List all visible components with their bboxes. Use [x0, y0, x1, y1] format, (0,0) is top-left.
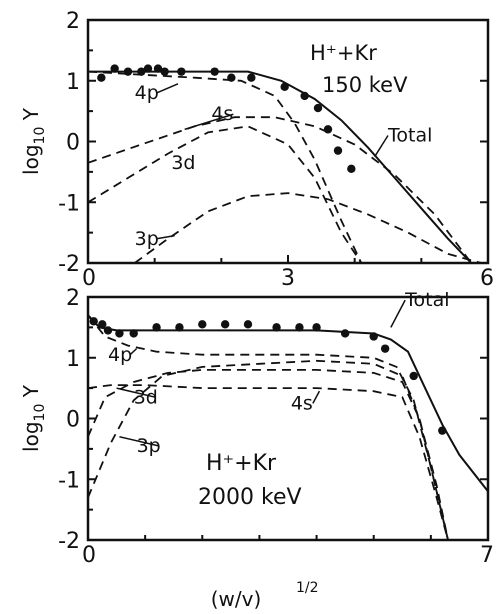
- y-tick-label: 1: [66, 347, 80, 372]
- curve-label-4p: 4p: [135, 82, 159, 104]
- y-tick-label: -2: [58, 529, 80, 554]
- y-tick-label: -2: [58, 252, 80, 277]
- data-point: [323, 125, 333, 134]
- data-point: [272, 323, 281, 332]
- y-axis-label-y: Y: [19, 384, 43, 403]
- curve-label-4s: 4s: [291, 392, 313, 414]
- data-point: [98, 320, 107, 329]
- series-line-3p: [88, 359, 449, 540]
- y-tick-label: 2: [66, 9, 80, 34]
- annotation-reaction: H⁺+Kr: [206, 451, 277, 476]
- y-tick-label: 0: [66, 131, 80, 156]
- data-point: [300, 91, 309, 101]
- annotation-energy: 150 keV: [322, 73, 408, 97]
- x-tick-label: 6: [480, 266, 494, 291]
- series-line-4p: [88, 314, 449, 540]
- series-line-4p: [88, 70, 363, 263]
- x-tick-label: 3: [281, 266, 295, 291]
- data-point: [409, 371, 418, 381]
- curve-label-leader: [390, 299, 406, 328]
- data-point: [137, 67, 146, 76]
- data-point: [123, 67, 133, 76]
- data-point: [110, 64, 119, 73]
- y-axis-label-base: 10: [32, 127, 48, 145]
- data-point: [175, 323, 184, 332]
- data-point: [333, 146, 343, 155]
- x-tick-label: 0: [82, 543, 96, 568]
- data-point: [210, 67, 219, 76]
- curve-label-4s: 4s: [211, 103, 233, 125]
- x-tick-label: 7: [480, 543, 494, 568]
- data-point: [438, 426, 447, 435]
- data-point: [380, 344, 390, 353]
- data-point: [247, 73, 256, 82]
- data-point: [280, 82, 289, 92]
- series-line-3d: [88, 125, 363, 263]
- y-axis-label: log10 Y: [19, 107, 48, 175]
- data-point: [129, 329, 138, 338]
- series-line-3d: [88, 369, 449, 540]
- data-point: [347, 164, 356, 174]
- data-point: [198, 320, 207, 329]
- curve-label-leader: [116, 387, 156, 399]
- curve-label-3p: 3p: [137, 435, 161, 457]
- data-point: [153, 64, 163, 73]
- y-axis-label-base: 10: [32, 404, 48, 422]
- curve-label-leader: [119, 435, 159, 447]
- curve-label-total: Total: [387, 125, 432, 147]
- curve-label-total: Total: [404, 289, 449, 311]
- curve-label-3p: 3p: [135, 228, 159, 250]
- series-line-3p: [134, 192, 482, 263]
- curve-label-3d: 3d: [171, 152, 195, 174]
- data-point: [243, 320, 253, 329]
- data-point: [340, 329, 350, 338]
- data-point: [227, 73, 236, 82]
- curve-label-leader: [184, 113, 234, 131]
- data-point: [369, 332, 378, 341]
- data-point: [103, 326, 113, 335]
- data-point: [312, 323, 321, 332]
- data-point: [160, 67, 169, 76]
- y-axis-label-log: log: [19, 421, 43, 452]
- data-point: [97, 73, 106, 82]
- x-axis-label-exponent: 1/2: [296, 580, 319, 596]
- y-axis-label: log10 Y: [19, 384, 48, 452]
- data-point: [313, 103, 323, 113]
- y-tick-label: -1: [58, 191, 80, 216]
- curve-label-4p: 4p: [108, 344, 132, 366]
- x-axis-label: (w/v): [211, 587, 262, 611]
- y-axis-label-y: Y: [19, 107, 43, 126]
- curve-label-leader: [129, 348, 138, 356]
- data-point: [295, 323, 304, 332]
- data-point: [143, 64, 153, 73]
- annotation-energy: 2000 keV: [198, 485, 302, 510]
- curve-label-leader: [374, 135, 389, 158]
- data-point: [115, 329, 124, 338]
- series-line-4s: [88, 384, 449, 540]
- series-line-total: [88, 70, 473, 263]
- annotation-reaction: H⁺+Kr: [310, 41, 377, 65]
- y-tick-label: -1: [58, 468, 80, 493]
- y-tick-label: 1: [66, 70, 80, 95]
- series-line-4s: [88, 116, 473, 263]
- x-tick-label: 0: [82, 266, 96, 291]
- curve-label-leader: [312, 390, 321, 404]
- data-point: [152, 323, 161, 332]
- y-axis-label-log: log: [19, 144, 43, 175]
- data-point: [220, 320, 230, 329]
- curve-label-3d: 3d: [134, 386, 158, 408]
- data-point: [89, 317, 98, 326]
- data-point: [177, 67, 186, 76]
- curve-label-leader: [156, 234, 175, 240]
- curve-label-leader: [156, 83, 179, 94]
- y-tick-label: 2: [66, 286, 80, 311]
- series-group: [88, 70, 482, 263]
- y-tick-label: 0: [66, 408, 80, 433]
